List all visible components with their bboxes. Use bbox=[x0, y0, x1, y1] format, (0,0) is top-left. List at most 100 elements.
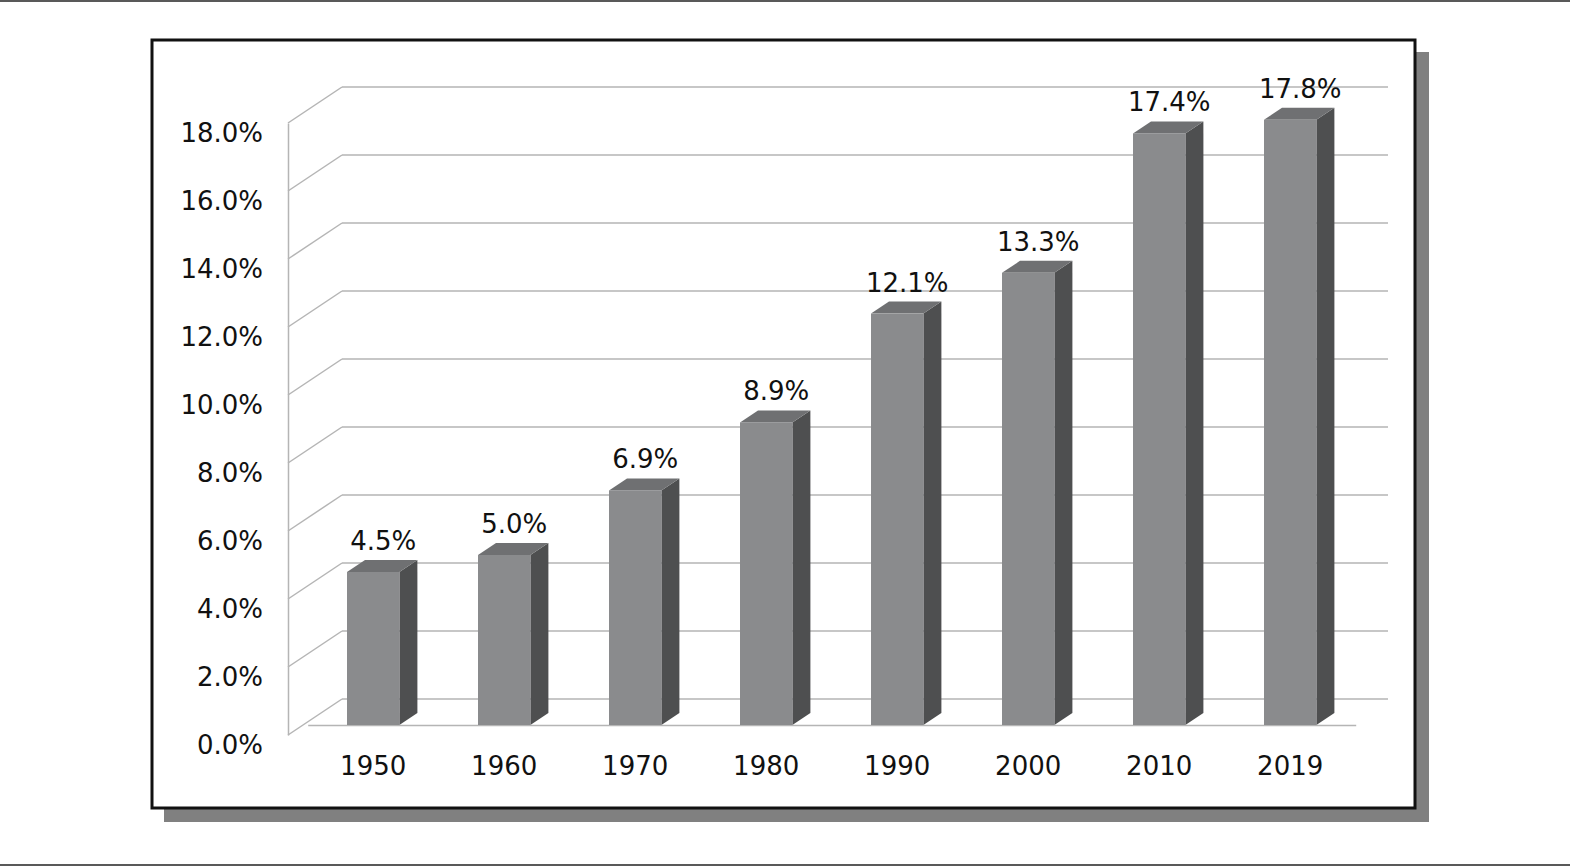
x-tick-label: 2010 bbox=[1126, 751, 1192, 781]
bar-side bbox=[1185, 121, 1203, 725]
bar-top bbox=[478, 543, 548, 555]
y-axis-line bbox=[288, 124, 290, 736]
bar-top bbox=[871, 302, 941, 314]
x-tick: 1980 bbox=[733, 725, 799, 781]
data-label: 4.5% bbox=[350, 526, 416, 556]
grid-line-depth bbox=[288, 495, 342, 531]
grid-line bbox=[342, 426, 1388, 428]
grid-line-depth bbox=[288, 427, 342, 463]
page-rule bbox=[0, 0, 1570, 2]
bar bbox=[1133, 133, 1185, 725]
bar-group bbox=[1264, 108, 1334, 725]
bar-side bbox=[661, 478, 679, 725]
x-tick: 1990 bbox=[864, 725, 930, 781]
y-tick-label: 4.0% bbox=[197, 594, 263, 624]
bar bbox=[1264, 120, 1316, 725]
data-label: 5.0% bbox=[481, 509, 547, 539]
grid-line bbox=[342, 222, 1388, 224]
bar-group bbox=[1133, 121, 1203, 725]
grid-line bbox=[342, 154, 1388, 156]
data-label: 8.9% bbox=[743, 376, 809, 406]
x-tick-label: 1950 bbox=[340, 751, 406, 781]
y-tick-label: 10.0% bbox=[180, 390, 263, 420]
grid-line-depth bbox=[288, 631, 342, 667]
bar-top bbox=[740, 410, 810, 422]
bar bbox=[609, 490, 661, 725]
x-axis: 1950 1960 1970 1980 1990 2000 2010 2019 bbox=[308, 725, 1356, 781]
y-tick: 12.0% bbox=[180, 322, 288, 352]
x-tick: 2019 bbox=[1257, 725, 1323, 781]
y-tick: 18.0% bbox=[180, 118, 288, 148]
y-tick: 14.0% bbox=[180, 254, 288, 284]
data-label: 17.8% bbox=[1259, 74, 1342, 104]
x-tick: 1960 bbox=[471, 725, 537, 781]
bar-top bbox=[1264, 108, 1334, 120]
y-tick: 16.0% bbox=[180, 186, 288, 216]
bar bbox=[478, 555, 530, 725]
y-tick-label: 8.0% bbox=[197, 458, 263, 488]
bar bbox=[1002, 273, 1054, 725]
x-axis-line bbox=[308, 725, 1356, 727]
x-tick: 2010 bbox=[1126, 725, 1192, 781]
grid bbox=[288, 87, 1388, 735]
bar-side bbox=[1316, 108, 1334, 725]
bar bbox=[740, 422, 792, 725]
x-tick-label: 1980 bbox=[733, 751, 799, 781]
y-tick-label: 14.0% bbox=[180, 254, 263, 284]
bar-side bbox=[792, 410, 810, 725]
bar bbox=[347, 572, 399, 725]
y-tick-label: 16.0% bbox=[180, 186, 263, 216]
bar-top bbox=[347, 560, 417, 572]
x-tick-label: 1970 bbox=[602, 751, 668, 781]
x-tick-label: 2019 bbox=[1257, 751, 1323, 781]
grid-line-depth bbox=[288, 155, 342, 191]
y-tick-label: 12.0% bbox=[180, 322, 263, 352]
bar-top bbox=[609, 478, 679, 490]
y-tick: 2.0% bbox=[197, 662, 288, 692]
data-labels: 4.5% 5.0% 6.9% 8.9% 12.1% 13.3% 17.4% 17.8% bbox=[350, 74, 1341, 556]
grid-line-depth bbox=[288, 87, 342, 123]
y-tick-label: 0.0% bbox=[197, 730, 263, 760]
grid-line bbox=[342, 358, 1388, 360]
y-tick: 8.0% bbox=[197, 458, 288, 488]
grid-line-depth bbox=[288, 359, 342, 395]
y-tick-label: 2.0% bbox=[197, 662, 263, 692]
grid-line-depth bbox=[288, 291, 342, 327]
bar-group bbox=[347, 560, 417, 725]
y-tick: 0.0% bbox=[197, 730, 288, 760]
page-rule bbox=[0, 864, 1570, 866]
x-tick: 2000 bbox=[995, 725, 1061, 781]
y-tick: 6.0% bbox=[197, 526, 288, 556]
x-tick-label: 2000 bbox=[995, 751, 1061, 781]
bar-side bbox=[530, 543, 548, 725]
bar-group bbox=[740, 410, 810, 725]
x-tick-label: 1960 bbox=[471, 751, 537, 781]
x-tick: 1970 bbox=[602, 725, 668, 781]
bar-top bbox=[1002, 261, 1072, 273]
bars bbox=[347, 108, 1334, 725]
frame bbox=[152, 40, 1415, 808]
bar-side bbox=[399, 560, 417, 725]
data-label: 13.3% bbox=[997, 227, 1080, 257]
grid-line-depth bbox=[288, 699, 342, 735]
data-label: 6.9% bbox=[612, 444, 678, 474]
data-label: 12.1% bbox=[866, 268, 949, 298]
y-tick-label: 6.0% bbox=[197, 526, 263, 556]
grid-line bbox=[342, 86, 1388, 88]
y-tick: 4.0% bbox=[197, 594, 288, 624]
y-tick: 10.0% bbox=[180, 390, 288, 420]
bar-side bbox=[923, 302, 941, 725]
bar-group bbox=[1002, 261, 1072, 725]
bar-group bbox=[609, 478, 679, 725]
grid-line-depth bbox=[288, 223, 342, 259]
chart: 0.0% 2.0% 4.0% 6.0% 8.0% 10.0% 12.0% 14.0% 16.0%… bbox=[0, 0, 1570, 868]
bar-top bbox=[1133, 121, 1203, 133]
x-tick: 1950 bbox=[340, 725, 406, 781]
data-label: 17.4% bbox=[1128, 87, 1211, 117]
bar bbox=[871, 314, 923, 725]
bar-group bbox=[478, 543, 548, 725]
y-tick-label: 18.0% bbox=[180, 118, 263, 148]
grid-line bbox=[342, 494, 1388, 496]
bar-group bbox=[871, 302, 941, 725]
x-tick-label: 1990 bbox=[864, 751, 930, 781]
